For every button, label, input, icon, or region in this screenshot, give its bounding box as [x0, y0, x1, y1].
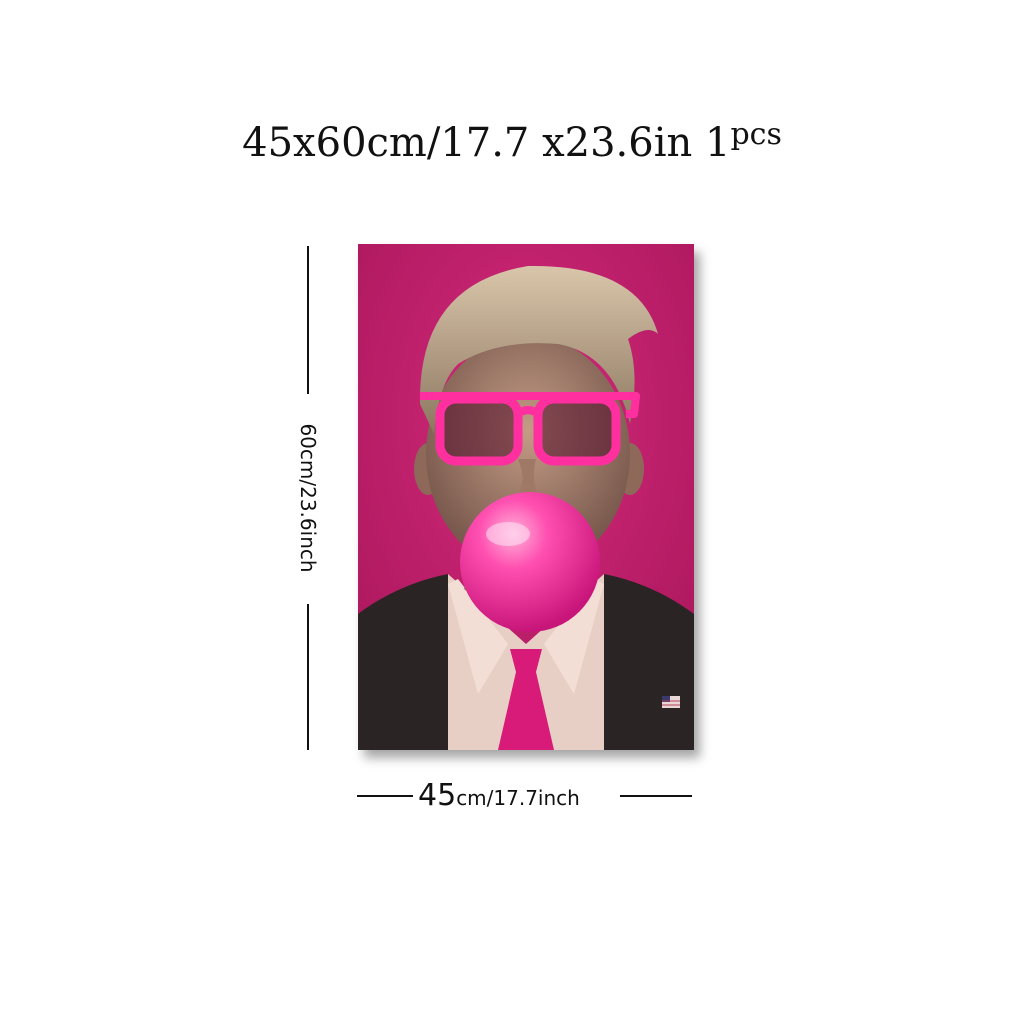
- height-line-top: [307, 246, 309, 394]
- width-line-right: [620, 795, 692, 797]
- width-label-unit: cm/17.7inch: [456, 786, 580, 810]
- height-line-bottom: [307, 604, 309, 750]
- flag-pin-icon: [662, 696, 680, 708]
- tie: [498, 649, 554, 750]
- width-label: 45cm/17.7inch: [418, 778, 580, 813]
- bubble-highlight: [486, 522, 530, 546]
- collar-left: [448, 579, 508, 694]
- pink-glasses: [420, 392, 640, 466]
- height-label: 60cm/23.6inch: [296, 423, 320, 573]
- width-label-number: 45: [418, 778, 457, 813]
- collar-right: [544, 579, 604, 694]
- poster-illustration: [358, 244, 694, 750]
- size-headline: 45x60cm/17.7 x23.6in 1pcs: [0, 117, 1024, 166]
- width-line-left: [357, 795, 413, 797]
- size-headline-suffix: pcs: [730, 117, 782, 152]
- hair: [419, 265, 658, 434]
- size-headline-main: 45x60cm/17.7 x23.6in 1: [242, 120, 731, 166]
- poster-canvas: [358, 244, 694, 750]
- bubble-gum: [460, 492, 600, 632]
- nose: [516, 459, 540, 499]
